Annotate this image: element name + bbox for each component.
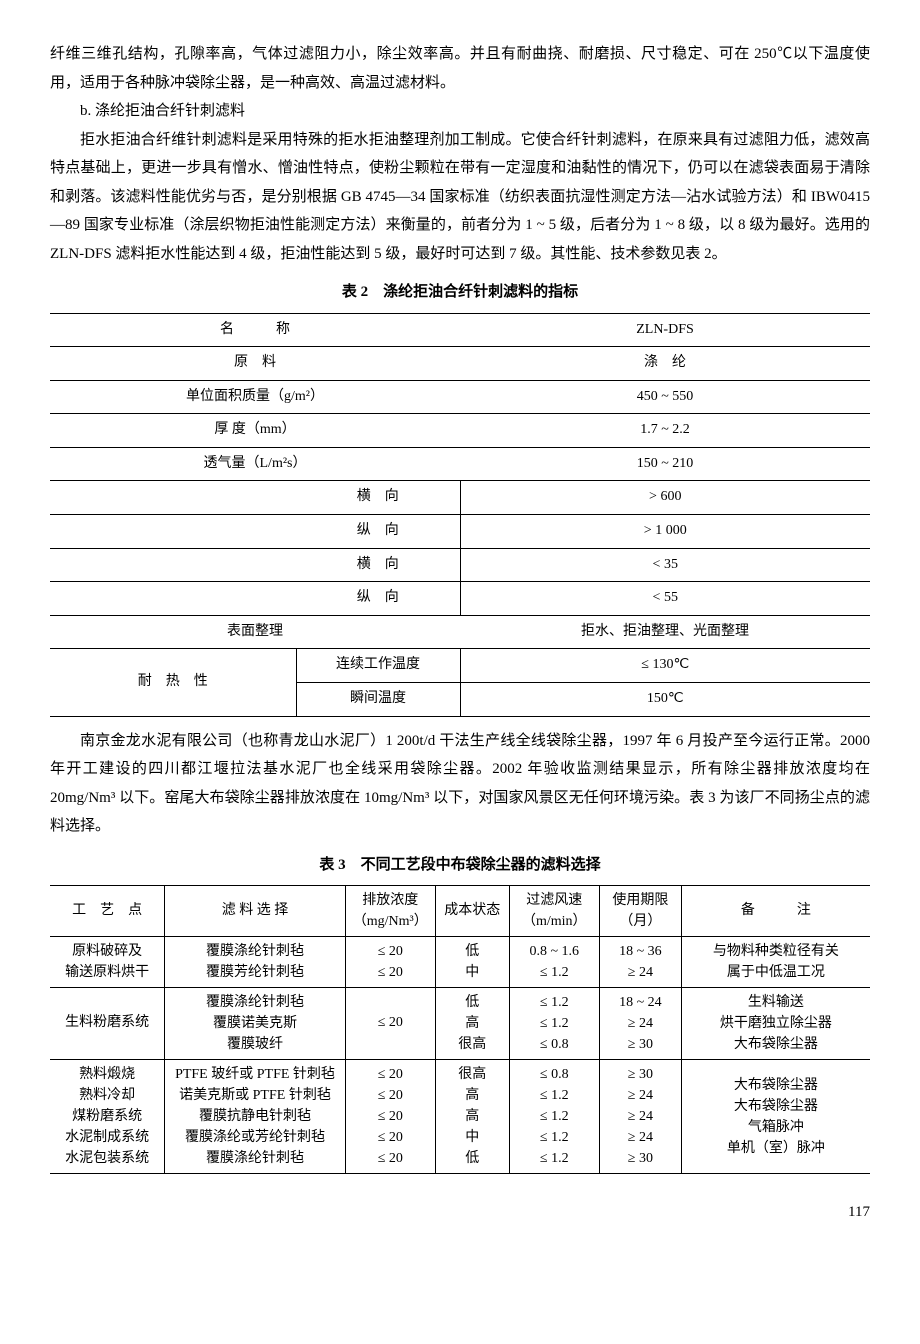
t2-blank <box>50 481 296 515</box>
t3-cell: 覆膜涤纶针刺毡覆膜芳纶针刺毡 <box>165 937 345 988</box>
t3-h6: 使用期限（月） <box>599 886 681 937</box>
t3-h4: 成本状态 <box>435 886 509 937</box>
t3-cell: 大布袋除尘器大布袋除尘器气箱脉冲单机（室）脉冲 <box>681 1060 870 1174</box>
t3-cell: ≤ 20 <box>345 988 435 1060</box>
t2-row-val: 涤 纶 <box>460 347 870 381</box>
t2-dir-val: < 35 <box>460 548 870 582</box>
paragraph-2: 拒水拒油合纤维针刺滤料是采用特殊的拒水拒油整理剂加工制成。它使合纤针刺滤料，在原… <box>50 126 870 269</box>
t3-cell: 0.8 ~ 1.6≤ 1.2 <box>509 937 599 988</box>
t3-cell: 与物料种类粒径有关属于中低温工况 <box>681 937 870 988</box>
t2-heat-val: ≤ 130℃ <box>460 649 870 683</box>
t2-dir: 横 向 <box>296 548 460 582</box>
t3-cell: 生料粉磨系统 <box>50 988 165 1060</box>
table-2: 名 称 ZLN-DFS 原 料 涤 纶 单位面积质量（g/m²） 450 ~ 5… <box>50 313 870 717</box>
t2-dir-val: < 55 <box>460 582 870 616</box>
t3-h5: 过滤风速（m/min） <box>509 886 599 937</box>
t3-cell: PTFE 玻纤或 PTFE 针刺毡诺美克斯或 PTFE 针刺毡覆膜抗静电针刺毡覆… <box>165 1060 345 1174</box>
t2-heat-val: 150℃ <box>460 683 870 717</box>
t3-cell: 生料输送烘干磨独立除尘器大布袋除尘器 <box>681 988 870 1060</box>
t3-cell: ≤ 1.2≤ 1.2≤ 0.8 <box>509 988 599 1060</box>
t3-cell: ≤ 20≤ 20≤ 20≤ 20≤ 20 <box>345 1060 435 1174</box>
t2-heat-name: 连续工作温度 <box>296 649 460 683</box>
paragraph-1: 纤维三维孔结构，孔隙率高，气体过滤阻力小，除尘效率高。并且有耐曲挠、耐磨损、尺寸… <box>50 40 870 97</box>
t3-h3: 排放浓度（mg/Nm³） <box>345 886 435 937</box>
paragraph-3: 南京金龙水泥有限公司（也称青龙山水泥厂）1 200t/d 干法生产线全线袋除尘器… <box>50 727 870 841</box>
t3-cell: 18 ~ 24≥ 24≥ 30 <box>599 988 681 1060</box>
t2-row-val: 450 ~ 550 <box>460 380 870 414</box>
t3-cell: 18 ~ 36≥ 24 <box>599 937 681 988</box>
t2-row-val: 1.7 ~ 2.2 <box>460 414 870 448</box>
t2-header-name: 名 称 <box>50 313 460 347</box>
t3-cell: ≤ 0.8≤ 1.2≤ 1.2≤ 1.2≤ 1.2 <box>509 1060 599 1174</box>
t2-surface-val: 拒水、拒油整理、光面整理 <box>460 615 870 649</box>
page-number: 117 <box>50 1198 870 1227</box>
t3-cell: 低中 <box>435 937 509 988</box>
table-3: 工 艺 点 滤 料 选 择 排放浓度（mg/Nm³） 成本状态 过滤风速（m/m… <box>50 885 870 1174</box>
t3-cell: ≤ 20≤ 20 <box>345 937 435 988</box>
t2-dir: 横 向 <box>296 481 460 515</box>
t3-h1: 工 艺 点 <box>50 886 165 937</box>
t2-dir: 纵 向 <box>296 515 460 549</box>
t3-cell: 低高很高 <box>435 988 509 1060</box>
t3-cell: 原料破碎及输送原料烘干 <box>50 937 165 988</box>
t2-surface-name: 表面整理 <box>50 615 460 649</box>
t2-row-name: 厚 度（mm） <box>50 414 460 448</box>
t2-header-val: ZLN-DFS <box>460 313 870 347</box>
t3-cell: 很高高高中低 <box>435 1060 509 1174</box>
t3-cell: 熟料煅烧熟料冷却煤粉磨系统水泥制成系统水泥包装系统 <box>50 1060 165 1174</box>
t2-row-name: 原 料 <box>50 347 460 381</box>
t3-cell: 覆膜涤纶针刺毡覆膜诺美克斯覆膜玻纤 <box>165 988 345 1060</box>
subheading-b: b. 涤纶拒油合纤针刺滤料 <box>50 97 870 126</box>
t2-dir-val: > 1 000 <box>460 515 870 549</box>
t2-row-name: 单位面积质量（g/m²） <box>50 380 460 414</box>
table2-caption: 表 2 涤纶拒油合纤针刺滤料的指标 <box>50 278 870 307</box>
t3-h2: 滤 料 选 择 <box>165 886 345 937</box>
table3-caption: 表 3 不同工艺段中布袋除尘器的滤料选择 <box>50 851 870 880</box>
t2-row-val: 150 ~ 210 <box>460 447 870 481</box>
t2-heat-name: 瞬间温度 <box>296 683 460 717</box>
t3-h7: 备 注 <box>681 886 870 937</box>
t2-dir-val: > 600 <box>460 481 870 515</box>
t2-dir: 纵 向 <box>296 582 460 616</box>
t2-heat-label: 耐 热 性 <box>50 649 296 716</box>
t3-cell: ≥ 30≥ 24≥ 24≥ 24≥ 30 <box>599 1060 681 1174</box>
t2-row-name: 透气量（L/m²s） <box>50 447 460 481</box>
